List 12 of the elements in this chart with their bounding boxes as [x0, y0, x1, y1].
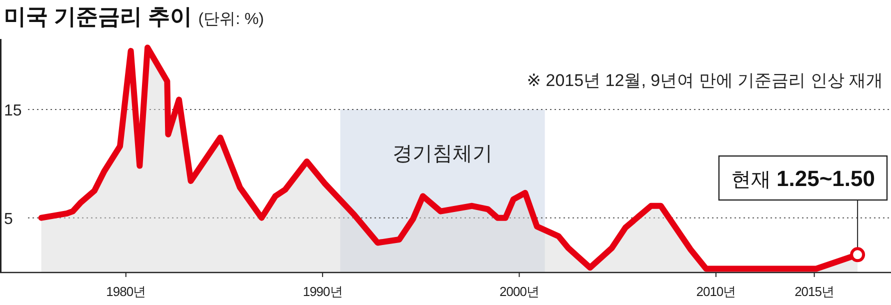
chart-title: 미국 기준금리 추이 — [4, 4, 192, 29]
annotation: 현재 1.25~1.50 — [730, 166, 875, 191]
band-label: 경기침체기 — [392, 143, 493, 165]
x-tick-label: 2000년 — [500, 284, 539, 299]
y-tick-label: 15 — [4, 102, 22, 120]
x-tick-label: 1980년 — [106, 284, 146, 299]
x-tick-label: 1990년 — [302, 284, 342, 299]
x-tick-label: 2010년 — [696, 284, 736, 299]
annotation: ※ 2015년 12월, 9년여 만에 기준금리 인상 재개 — [526, 71, 883, 90]
y-tick-label: 5 — [4, 210, 13, 228]
x-tick-label: 2015년 — [794, 284, 834, 299]
chart-subtitle: (단위: %) — [198, 11, 264, 28]
